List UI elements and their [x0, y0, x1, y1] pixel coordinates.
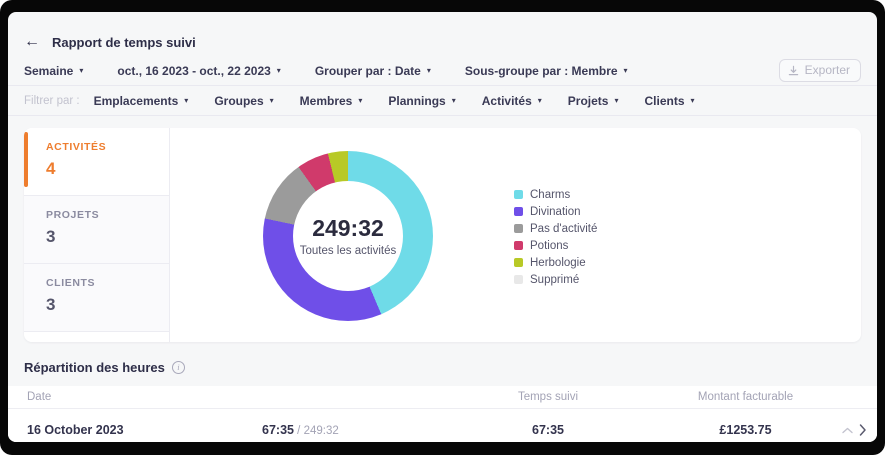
legend-item-divination[interactable]: Divination [514, 203, 597, 220]
period-selector[interactable]: Semaine ▾ [24, 64, 83, 78]
tab-count: 4 [46, 159, 56, 178]
tab-clients[interactable]: CLIENTS 3 [24, 264, 169, 332]
back-arrow-icon[interactable]: ← [24, 33, 40, 50]
chart-area: 249:32 Toutes les activités Charms Divin… [170, 128, 861, 342]
download-icon [788, 65, 798, 75]
table-row[interactable]: 16 October 2023 67:35 / 249:32 67:35 £12… [8, 409, 877, 442]
table-header: Date Temps suivi Montant facturable [8, 386, 877, 409]
filter-label: Activités [481, 93, 532, 108]
tab-label: CLIENTS [46, 277, 96, 289]
row-tracked-time: 67:35 [532, 423, 564, 437]
legend-item-supprime[interactable]: Supprimé [514, 271, 597, 288]
date-range-label: oct., 16 2023 - oct., 22 2023 [117, 63, 271, 78]
chart-legend: Charms Divination Pas d'activité Potions… [514, 186, 597, 288]
export-button[interactable]: Exporter [778, 59, 861, 82]
legend-label: Potions [530, 239, 569, 252]
legend-label: Divination [530, 205, 581, 218]
tab-count: 3 [46, 227, 56, 246]
row-billable-amount: £1253.75 [719, 423, 772, 437]
period-selector-label: Semaine [24, 63, 74, 78]
legend-label: Herbologie [530, 256, 586, 269]
filter-label: Projets [567, 93, 609, 108]
expand-chevron-right-icon[interactable] [858, 423, 867, 437]
legend-swatch [514, 241, 523, 250]
filter-clients[interactable]: Clients ▾ [644, 94, 694, 108]
filters-label: Filtrer par : [24, 94, 80, 107]
filter-label: Clients [644, 93, 685, 108]
chevron-down-icon: ▾ [79, 65, 84, 75]
summary-tabs: ACTIVITÉS 4 PROJETS 3 CLIENTS 3 [24, 128, 170, 342]
page-header: ← Rapport de temps suivi [8, 12, 877, 56]
export-button-label: Exporter [804, 63, 850, 77]
legend-swatch [514, 224, 523, 233]
filter-projets[interactable]: Projets ▾ [568, 94, 619, 108]
row-progress: 67:35 / 249:32 [248, 423, 438, 437]
chevron-down-icon: ▾ [358, 95, 363, 105]
filter-plannings[interactable]: Plannings ▾ [388, 94, 455, 108]
group-by-selector[interactable]: Grouper par : Date ▾ [315, 64, 431, 78]
legend-item-potions[interactable]: Potions [514, 237, 597, 254]
row-actions [833, 423, 877, 437]
legend-swatch [514, 258, 523, 267]
chevron-down-icon: ▾ [276, 65, 281, 75]
tab-activites[interactable]: ACTIVITÉS 4 [24, 128, 169, 196]
filter-activites[interactable]: Activités ▾ [482, 94, 542, 108]
hours-section-header: Répartition des heures i [24, 356, 861, 378]
row-date: 16 October 2023 [27, 423, 124, 437]
legend-label: Charms [530, 188, 571, 201]
hours-table: Date Temps suivi Montant facturable 16 O… [8, 386, 877, 442]
chevron-down-icon: ▾ [690, 95, 695, 105]
filter-label: Emplacements [93, 93, 179, 108]
filter-label: Groupes [214, 93, 264, 108]
controls-bar: Semaine ▾ oct., 16 2023 - oct., 22 2023 … [8, 56, 877, 86]
row-progress-done: 67:35 [262, 423, 294, 437]
chevron-down-icon: ▾ [537, 95, 542, 105]
filters-bar: Filtrer par : Emplacements ▾ Groupes ▾ Mem… [8, 86, 877, 116]
column-header-date: Date [27, 391, 52, 403]
filter-label: Membres [299, 93, 353, 108]
app-surface: ← Rapport de temps suivi Semaine ▾ oct.,… [8, 12, 877, 442]
legend-item-pas-dactivite[interactable]: Pas d'activité [514, 220, 597, 237]
chevron-down-icon: ▾ [623, 65, 628, 75]
total-hours: 249:32 [312, 215, 384, 241]
chevron-down-icon: ▾ [269, 95, 274, 105]
filter-label: Plannings [388, 93, 446, 108]
row-progress-total: / 249:32 [293, 425, 339, 437]
chevron-down-icon: ▾ [184, 95, 189, 105]
section-title: Répartition des heures [24, 359, 165, 375]
date-range-selector[interactable]: oct., 16 2023 - oct., 22 2023 ▾ [117, 64, 280, 78]
filter-membres[interactable]: Membres ▾ [300, 94, 363, 108]
tab-projets[interactable]: PROJETS 3 [24, 196, 169, 264]
chevron-down-icon: ▾ [426, 65, 431, 75]
column-header-temps-suivi: Temps suivi [517, 391, 579, 403]
tab-label: PROJETS [46, 209, 100, 221]
legend-label: Supprimé [530, 273, 580, 286]
donut-chart[interactable]: 249:32 Toutes les activités [263, 151, 433, 321]
chevron-down-icon: ▾ [451, 95, 456, 105]
legend-item-herbologie[interactable]: Herbologie [514, 254, 597, 271]
info-icon[interactable]: i [171, 360, 185, 374]
filter-emplacements[interactable]: Emplacements ▾ [94, 94, 189, 108]
column-header-montant-facturable: Montant facturable [697, 391, 794, 403]
legend-label: Pas d'activité [530, 222, 598, 235]
tab-label: ACTIVITÉS [46, 141, 107, 153]
legend-item-charms[interactable]: Charms [514, 186, 597, 203]
tab-count: 3 [46, 295, 56, 314]
subgroup-by-label: Sous-groupe par : Membre [464, 63, 618, 78]
tabs-filler [24, 332, 169, 342]
legend-swatch [514, 190, 523, 199]
donut-center: 249:32 Toutes les activités [293, 181, 403, 291]
page-title: Rapport de temps suivi [52, 35, 196, 50]
filter-groupes[interactable]: Groupes ▾ [214, 94, 273, 108]
legend-swatch [514, 207, 523, 216]
group-by-label: Grouper par : Date [314, 63, 421, 78]
summary-card: ACTIVITÉS 4 PROJETS 3 CLIENTS 3 249:32 T… [24, 128, 861, 342]
collapse-chevron-up-icon[interactable] [841, 426, 854, 435]
total-label: Toutes les activités [299, 245, 397, 257]
chevron-down-icon: ▾ [614, 95, 619, 105]
legend-swatch [514, 275, 523, 284]
subgroup-by-selector[interactable]: Sous-groupe par : Membre ▾ [465, 64, 628, 78]
